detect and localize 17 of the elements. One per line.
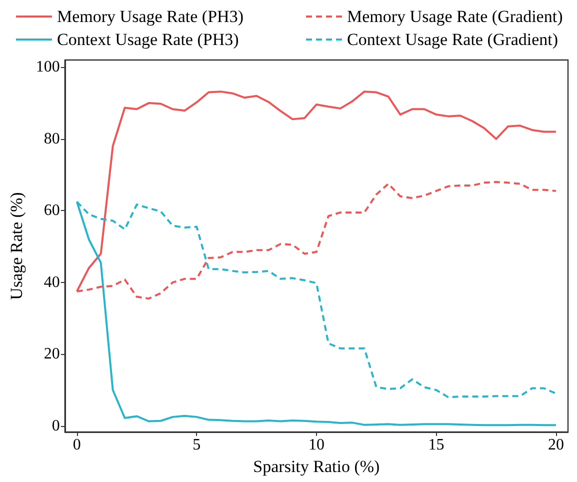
y-axis-title: Usage Rate (%) xyxy=(7,192,26,300)
legend-label: Context Usage Rate (Gradient) xyxy=(347,30,558,49)
x-tick-label: 5 xyxy=(192,436,201,454)
legend-label: Memory Usage Rate (Gradient) xyxy=(347,7,563,26)
legend-label: Memory Usage Rate (PH3) xyxy=(57,7,244,26)
legend-label: Context Usage Rate (PH3) xyxy=(57,30,239,49)
y-tick-label: 20 xyxy=(44,346,60,363)
x-axis-title: Sparsity Ratio (%) xyxy=(253,457,380,476)
y-tick-label: 0 xyxy=(52,417,60,434)
x-tick-label: 0 xyxy=(72,436,81,454)
y-tick-label: 60 xyxy=(44,202,60,220)
y-tick-label: 80 xyxy=(44,130,60,148)
x-tick-label: 10 xyxy=(308,436,324,454)
x-tick-label: 20 xyxy=(548,436,564,454)
y-tick-label: 100 xyxy=(36,58,60,76)
y-tick-label: 40 xyxy=(44,274,60,291)
x-tick-label: 15 xyxy=(428,436,444,454)
